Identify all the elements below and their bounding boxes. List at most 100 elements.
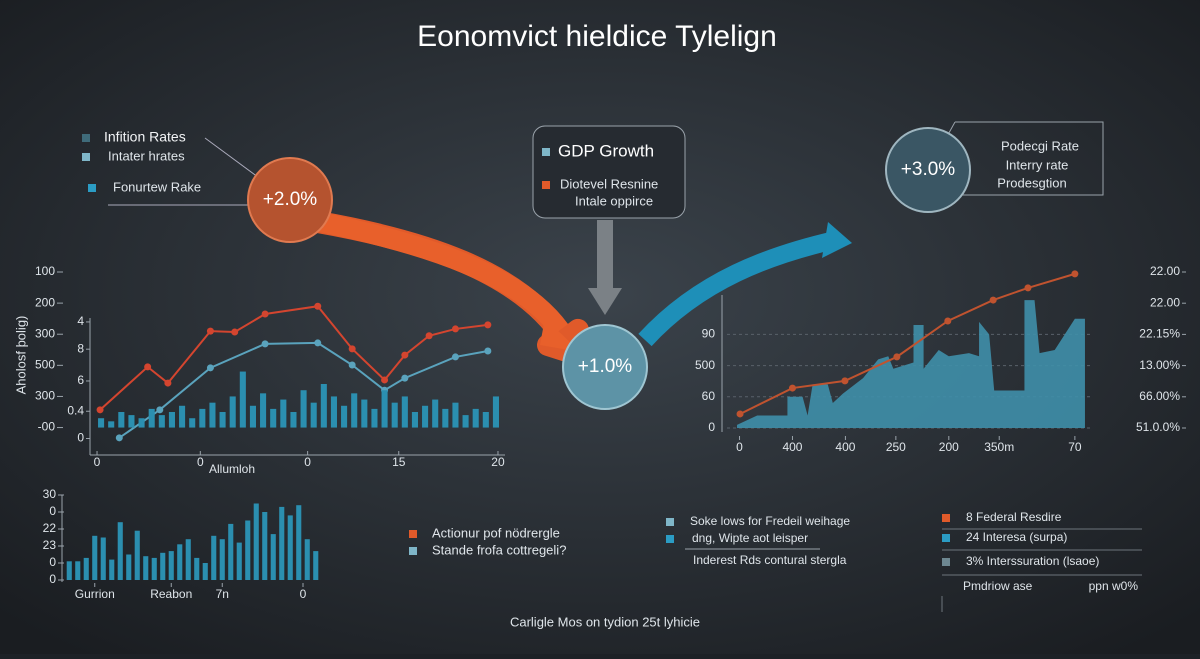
bubble-label: +1.0% bbox=[578, 356, 633, 377]
legend-swatch bbox=[942, 534, 950, 542]
bar bbox=[411, 412, 418, 428]
x-tick-label: 400 bbox=[835, 440, 855, 454]
y2-tick-label: 6 bbox=[77, 373, 84, 387]
y2-tick-label: 0 bbox=[77, 431, 84, 445]
y2-tick-label: 22.00 bbox=[1150, 264, 1180, 278]
legend-label: Intale oppirce bbox=[575, 193, 653, 208]
x-tick-label: 400 bbox=[782, 440, 802, 454]
bar bbox=[442, 408, 449, 428]
x-tick-label: 0 bbox=[197, 455, 204, 469]
point bbox=[401, 351, 409, 359]
bar bbox=[189, 418, 196, 428]
bubble-label: +2.0% bbox=[263, 189, 318, 210]
y-tick-label: 23 bbox=[43, 538, 57, 552]
bar bbox=[236, 542, 242, 580]
callout-box bbox=[532, 125, 686, 219]
bar bbox=[239, 371, 246, 428]
footer: Carligle Mos on tydion 25t lyhicie bbox=[510, 614, 700, 629]
x-tick-label: 70 bbox=[1068, 440, 1082, 454]
bar bbox=[432, 399, 439, 428]
bar bbox=[66, 561, 72, 580]
y2-tick-label: 8 bbox=[77, 341, 84, 355]
point bbox=[893, 353, 901, 361]
legend-swatch bbox=[542, 148, 550, 156]
point bbox=[1071, 270, 1079, 278]
bar bbox=[341, 405, 348, 428]
bar bbox=[158, 415, 165, 428]
y-tick-label: 500 bbox=[35, 358, 55, 372]
bar bbox=[168, 412, 175, 428]
legend-label: Prodesgtion bbox=[997, 175, 1066, 190]
point bbox=[841, 377, 849, 385]
bar bbox=[279, 506, 285, 580]
y-tick-label: 300 bbox=[35, 389, 55, 403]
point bbox=[156, 406, 164, 414]
point bbox=[261, 340, 269, 348]
bar bbox=[313, 551, 319, 580]
bar bbox=[249, 405, 256, 428]
bar bbox=[118, 412, 125, 428]
bar bbox=[108, 421, 115, 428]
point bbox=[736, 410, 744, 418]
bar bbox=[126, 554, 132, 580]
bar bbox=[290, 412, 297, 428]
y2-tick-label: 51.0.0% bbox=[1136, 420, 1180, 434]
bar bbox=[160, 552, 166, 580]
legend-swatch bbox=[666, 518, 674, 526]
bubble-label: +3.0% bbox=[901, 159, 956, 180]
x-tick-label: 7n bbox=[216, 587, 229, 601]
y-tick-label: 90 bbox=[702, 327, 716, 341]
point bbox=[261, 310, 269, 318]
x-tick-label: 0 bbox=[304, 455, 311, 469]
legend-swatch bbox=[88, 184, 96, 192]
x-tick-label: 200 bbox=[939, 440, 959, 454]
bar bbox=[211, 535, 217, 580]
bar bbox=[75, 561, 81, 580]
bar bbox=[330, 396, 337, 428]
legend-label: Fonurtew Rake bbox=[113, 179, 201, 194]
arrow bbox=[597, 220, 613, 290]
bar bbox=[310, 402, 317, 428]
bar bbox=[228, 523, 234, 580]
x-tick-label: 20 bbox=[491, 455, 505, 469]
bar bbox=[177, 544, 183, 580]
x-tick-label: Reabon bbox=[150, 587, 192, 601]
bar bbox=[462, 415, 469, 428]
bar bbox=[482, 412, 489, 428]
bubble bbox=[562, 324, 648, 410]
x-tick-label: Gurrion bbox=[75, 587, 115, 601]
legend-label: Diotevel Resnine bbox=[560, 176, 658, 191]
point bbox=[231, 328, 239, 336]
point bbox=[451, 325, 459, 333]
legend-label: Podecgi Rate bbox=[1001, 138, 1079, 153]
y-tick-label: 22 bbox=[43, 521, 57, 535]
bar bbox=[381, 390, 388, 428]
x-tick-label: 0 bbox=[300, 587, 307, 601]
bar bbox=[92, 535, 98, 580]
point bbox=[484, 347, 492, 355]
bar bbox=[185, 539, 191, 580]
bar bbox=[253, 503, 259, 580]
point bbox=[484, 321, 492, 329]
bar bbox=[138, 418, 145, 428]
bar bbox=[351, 393, 358, 428]
legend-label: Interry rate bbox=[1006, 157, 1069, 172]
bar bbox=[361, 399, 368, 428]
bar bbox=[98, 418, 105, 428]
bar bbox=[422, 405, 429, 428]
legend-swatch bbox=[409, 547, 417, 555]
y2-tick-label: 4 bbox=[77, 314, 84, 328]
y2-tick-label: 13.00% bbox=[1139, 358, 1180, 372]
point bbox=[944, 317, 952, 325]
bar bbox=[452, 402, 459, 428]
bar bbox=[148, 408, 155, 428]
bar bbox=[209, 402, 216, 428]
bar bbox=[151, 557, 157, 580]
point bbox=[1024, 284, 1032, 292]
y-tick-label: 0 bbox=[49, 555, 56, 569]
point bbox=[314, 302, 322, 310]
y-tick-label: 200 bbox=[35, 295, 55, 309]
bar bbox=[300, 390, 307, 428]
bar bbox=[304, 539, 310, 580]
bar bbox=[219, 412, 226, 428]
